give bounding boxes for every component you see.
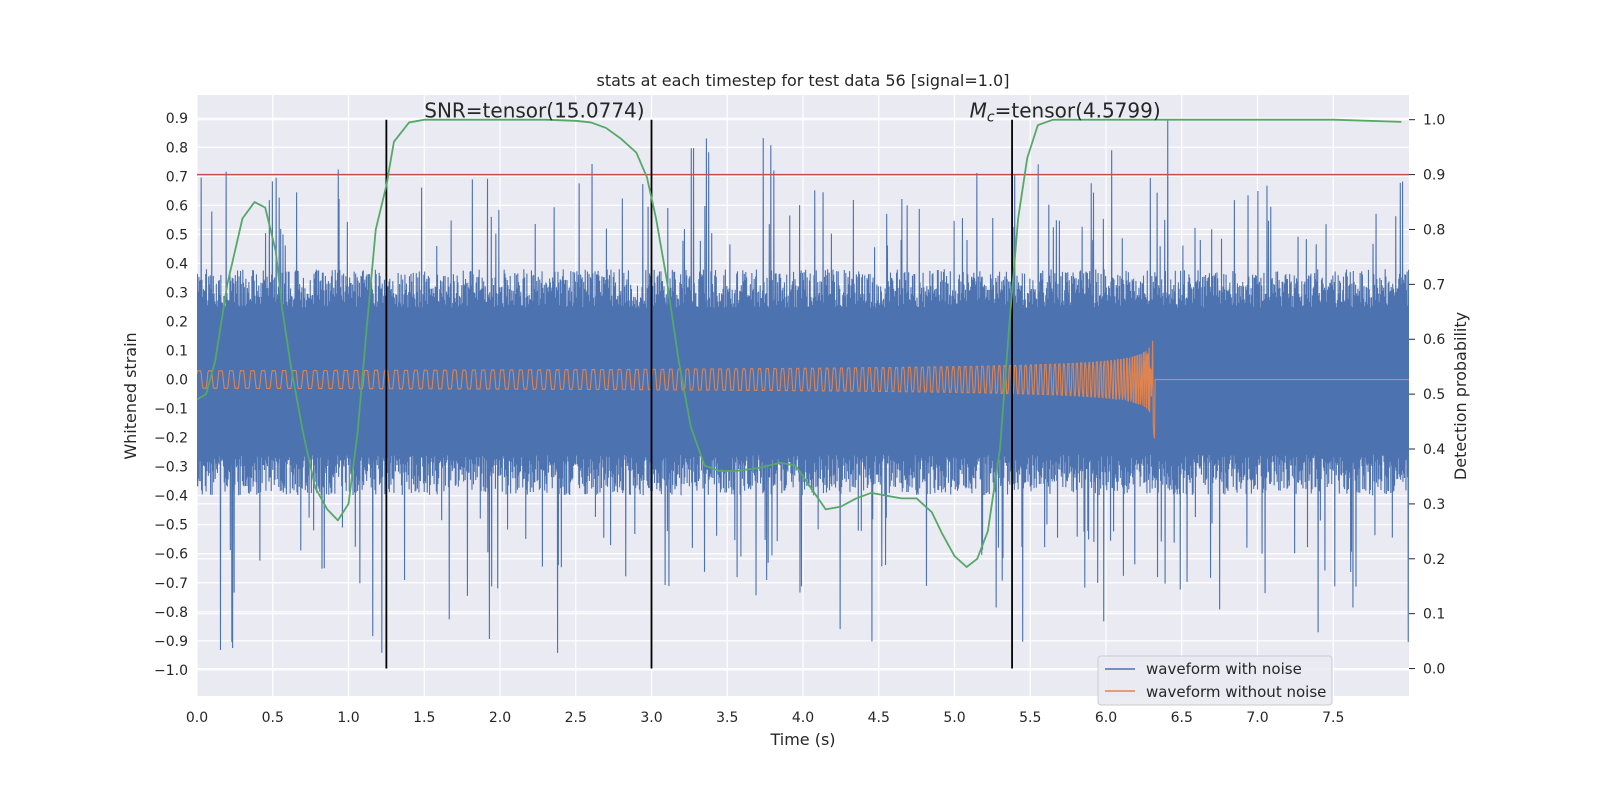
series-waveform-with-noise <box>197 118 1409 653</box>
annotation-snr: SNR=tensor(15.0774) <box>424 99 644 123</box>
x-tick-label: 5.0 <box>943 710 965 726</box>
annotation-chirp-mass: Mc=tensor(4.5799) <box>970 99 1161 126</box>
series-detection-probability <box>196 118 1402 568</box>
series-waveform-without-noise <box>197 340 1409 439</box>
x-tick-label: 2.0 <box>489 710 511 726</box>
y-right-tick-label: 0.0 <box>1423 662 1445 678</box>
x-tick-label: 4.0 <box>792 710 814 726</box>
x-tick-label: 0.5 <box>262 710 284 726</box>
x-tick-label: 3.5 <box>716 710 738 726</box>
y-left-tick-label: −0.8 <box>154 605 188 621</box>
y-left-tick-label: −0.1 <box>154 402 188 418</box>
y-right-tick-label: 0.3 <box>1423 497 1445 513</box>
chart-title: stats at each timestep for test data 56 … <box>597 71 1010 90</box>
y-left-tick-label: −0.2 <box>154 431 188 447</box>
overlay-layer <box>196 118 1409 669</box>
y-left-axis-ticks: 0.9 0.8 0.7 0.6 0.5 0.4 0.3 0.2 0.1 0.0 −0.1 −0.2 −0… <box>154 111 188 679</box>
y-left-tick-label: 0.0 <box>166 373 188 389</box>
x-tick-label: 6.0 <box>1095 710 1117 726</box>
y-right-tick-label: 0.9 <box>1423 168 1445 184</box>
x-axis-ticks: 0.0 0.5 1.0 1.5 2.0 2.5 3.0 3.5 4.0 4.5 5.0 5.5 6.0 6… <box>186 710 1345 726</box>
y-left-tick-label: 0.5 <box>166 227 188 243</box>
x-tick-label: 3.0 <box>640 710 662 726</box>
y-left-tick-label: −0.7 <box>154 576 188 592</box>
y-left-tick-label: 0.1 <box>166 343 188 359</box>
y-left-tick-label: −1.0 <box>154 663 188 679</box>
y-left-tick-label: 0.9 <box>166 111 188 127</box>
x-tick-label: 1.5 <box>413 710 435 726</box>
legend-box <box>1097 655 1333 706</box>
x-tick-label: 0.0 <box>186 710 208 726</box>
x-tick-label: 7.5 <box>1322 710 1344 726</box>
y-left-axis-label: Whitened strain <box>121 332 140 459</box>
x-tick-label: 1.0 <box>337 710 359 726</box>
y-left-tick-label: 0.7 <box>166 169 188 185</box>
x-tick-label: 5.5 <box>1019 710 1041 726</box>
x-tick-label: 6.5 <box>1171 710 1193 726</box>
legend: waveform with noise waveform without noi… <box>1097 655 1333 706</box>
y-right-tick-label: 1.0 <box>1423 113 1445 129</box>
y-left-tick-label: 0.4 <box>166 256 188 272</box>
x-tick-label: 4.5 <box>868 710 890 726</box>
y-left-tick-label: −0.5 <box>154 518 188 534</box>
y-left-tick-label: −0.4 <box>154 489 188 505</box>
x-tick-label: 7.0 <box>1246 710 1268 726</box>
y-right-tick-label: 0.7 <box>1423 277 1445 293</box>
legend-label-clean: waveform without noise <box>1146 683 1326 701</box>
x-axis-label: Time (s) <box>769 730 835 749</box>
annotations: SNR=tensor(15.0774) Mc=tensor(4.5799) <box>424 99 1160 126</box>
y-left-tick-label: 0.6 <box>166 198 188 214</box>
y-left-tick-label: 0.3 <box>166 285 188 301</box>
y-left-tick-label: −0.3 <box>154 460 188 476</box>
y-left-tick-label: −0.9 <box>154 634 188 650</box>
y-right-tick-label: 0.6 <box>1423 332 1445 348</box>
y-right-axis-ticks: 1.0 0.9 0.8 0.7 0.6 0.5 0.4 0.3 0.2 0.1 0.0 <box>1409 113 1445 678</box>
y-left-tick-label: 0.8 <box>166 140 188 156</box>
series-layer <box>197 118 1409 653</box>
y-left-tick-label: 0.2 <box>166 314 188 330</box>
y-right-tick-label: 0.8 <box>1423 222 1445 238</box>
y-right-tick-label: 0.4 <box>1423 442 1445 458</box>
y-right-tick-label: 0.5 <box>1423 387 1445 403</box>
y-right-axis-label: Detection probability <box>1451 312 1470 480</box>
y-right-tick-label: 0.1 <box>1423 607 1445 623</box>
x-tick-label: 2.5 <box>565 710 587 726</box>
legend-label-noise: waveform with noise <box>1146 660 1302 678</box>
y-left-tick-label: −0.6 <box>154 547 188 563</box>
y-right-tick-label: 0.2 <box>1423 552 1445 568</box>
